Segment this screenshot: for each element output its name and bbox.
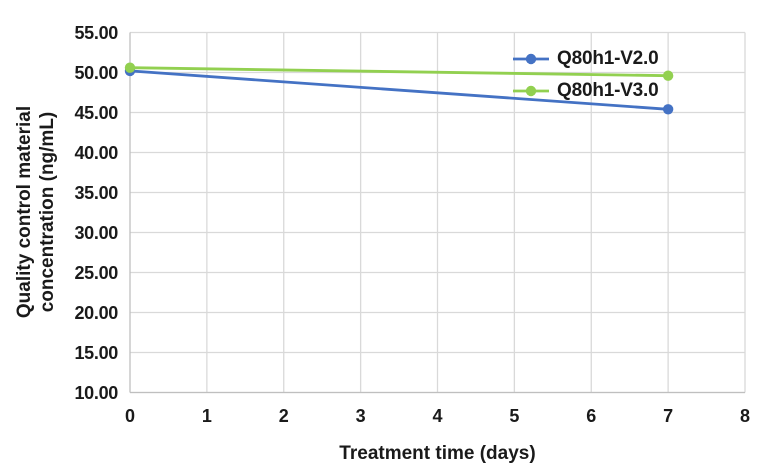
legend-line-marker-icon (513, 85, 549, 97)
y-tick-label: 30.00 (74, 222, 118, 243)
y-tick-label: 10.00 (74, 382, 118, 403)
y-axis-title: Quality control material concentration (… (13, 106, 59, 318)
legend-label: Q80h1-V3.0 (557, 80, 659, 101)
x-tick-label: 0 (124, 406, 135, 426)
series-line (128, 69, 670, 111)
y-axis-title-line1: Quality control material (14, 105, 35, 319)
legend-line-marker-icon (513, 53, 549, 65)
data-point-marker (662, 104, 674, 115)
legend-label: Q80h1-V2.0 (557, 48, 659, 69)
y-tick-label: 45.00 (74, 102, 118, 123)
data-point-marker (662, 70, 674, 81)
y-tick-label: 50.00 (74, 62, 118, 83)
x-tick-label: 8 (739, 406, 750, 426)
x-tick-label: 6 (586, 406, 597, 426)
y-axis-title-line2: concentration (ng/mL) (37, 111, 58, 313)
legend-item: Q80h1-V2.0 (512, 46, 659, 72)
series-line (128, 66, 670, 78)
x-tick-label: 3 (355, 406, 366, 426)
y-tick-label: 35.00 (74, 182, 118, 203)
x-axis-title: Treatment time (days) (339, 443, 536, 464)
x-tick-label: 2 (278, 406, 289, 426)
y-tick-label: 20.00 (74, 302, 118, 323)
chart-legend: Q80h1-V2.0 Q80h1-V3.0 (512, 46, 659, 104)
x-tick-label: 4 (432, 406, 443, 426)
y-tick-label: 40.00 (74, 142, 118, 163)
x-tick-label: 7 (663, 406, 674, 426)
x-tick-label: 5 (509, 406, 520, 426)
y-tick-label: 15.00 (74, 342, 118, 363)
x-tick-label: 1 (201, 406, 212, 426)
y-tick-label: 55.00 (74, 22, 118, 43)
legend-item: Q80h1-V3.0 (512, 78, 659, 104)
data-point-marker (124, 62, 136, 73)
y-tick-label: 25.00 (74, 262, 118, 283)
